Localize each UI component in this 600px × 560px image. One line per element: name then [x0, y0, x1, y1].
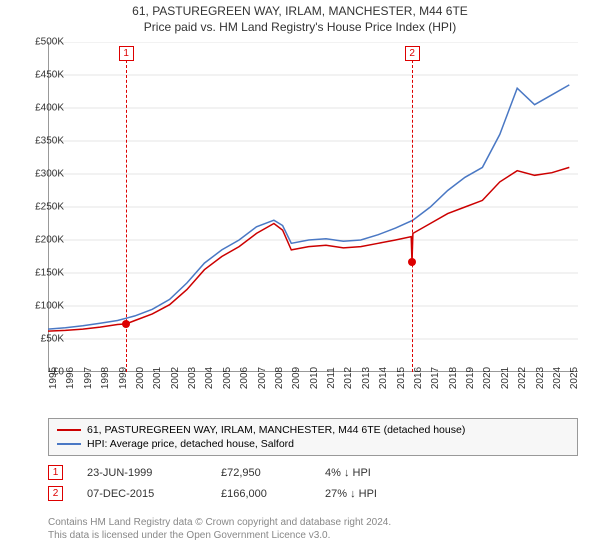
- sale-date: 07-DEC-2015: [87, 488, 197, 500]
- x-tick-label: 2003: [187, 367, 198, 389]
- x-tick-label: 1998: [100, 367, 111, 389]
- x-tick-label: 2021: [500, 367, 511, 389]
- x-tick-label: 1999: [118, 367, 129, 389]
- x-tick-label: 2016: [413, 367, 424, 389]
- x-tick-label: 2012: [343, 367, 354, 389]
- x-tick-label: 2022: [517, 367, 528, 389]
- sale-badge: 1: [48, 465, 63, 480]
- chart-container: 61, PASTUREGREEN WAY, IRLAM, MANCHESTER,…: [0, 0, 600, 560]
- y-tick-label: £250K: [20, 202, 64, 213]
- y-tick-label: £150K: [20, 268, 64, 279]
- marker-line: [412, 60, 413, 372]
- x-tick-label: 2013: [361, 367, 372, 389]
- legend-item: HPI: Average price, detached house, Salf…: [57, 437, 569, 451]
- x-tick-label: 1995: [48, 367, 59, 389]
- x-tick-label: 2005: [222, 367, 233, 389]
- legend-label: 61, PASTUREGREEN WAY, IRLAM, MANCHESTER,…: [87, 424, 465, 436]
- sale-pct: 4% ↓ HPI: [325, 467, 435, 479]
- x-tick-label: 1996: [65, 367, 76, 389]
- x-tick-label: 2017: [430, 367, 441, 389]
- y-tick-label: £500K: [20, 37, 64, 48]
- sale-dot: [122, 320, 130, 328]
- y-tick-label: £300K: [20, 169, 64, 180]
- x-tick-label: 1997: [83, 367, 94, 389]
- x-tick-label: 2002: [170, 367, 181, 389]
- sale-price: £72,950: [221, 467, 301, 479]
- sale-price: £166,000: [221, 488, 301, 500]
- sale-badge: 2: [48, 486, 63, 501]
- marker-box: 1: [119, 46, 134, 61]
- x-tick-label: 2020: [482, 367, 493, 389]
- x-tick-label: 2014: [378, 367, 389, 389]
- chart-subtitle: Price paid vs. HM Land Registry's House …: [0, 18, 600, 34]
- y-tick-label: £450K: [20, 70, 64, 81]
- y-tick-label: £400K: [20, 103, 64, 114]
- legend: 61, PASTUREGREEN WAY, IRLAM, MANCHESTER,…: [48, 418, 578, 456]
- x-tick-label: 2006: [239, 367, 250, 389]
- footer: Contains HM Land Registry data © Crown c…: [48, 516, 391, 542]
- y-tick-label: £200K: [20, 235, 64, 246]
- x-tick-label: 2007: [257, 367, 268, 389]
- y-tick-label: £100K: [20, 301, 64, 312]
- x-tick-label: 2024: [552, 367, 563, 389]
- sale-row: 2 07-DEC-2015 £166,000 27% ↓ HPI: [48, 483, 578, 504]
- x-tick-label: 2001: [152, 367, 163, 389]
- x-tick-label: 2009: [291, 367, 302, 389]
- sale-row: 1 23-JUN-1999 £72,950 4% ↓ HPI: [48, 462, 578, 483]
- x-tick-label: 2018: [448, 367, 459, 389]
- sales-table: 1 23-JUN-1999 £72,950 4% ↓ HPI 2 07-DEC-…: [48, 462, 578, 504]
- legend-swatch: [57, 443, 81, 445]
- footer-line: This data is licensed under the Open Gov…: [48, 529, 391, 542]
- x-tick-label: 2008: [274, 367, 285, 389]
- x-tick-label: 2010: [309, 367, 320, 389]
- y-tick-label: £350K: [20, 136, 64, 147]
- chart-title: 61, PASTUREGREEN WAY, IRLAM, MANCHESTER,…: [0, 0, 600, 18]
- x-tick-label: 2025: [569, 367, 580, 389]
- x-tick-label: 2019: [465, 367, 476, 389]
- footer-line: Contains HM Land Registry data © Crown c…: [48, 516, 391, 529]
- x-tick-label: 2004: [204, 367, 215, 389]
- legend-item: 61, PASTUREGREEN WAY, IRLAM, MANCHESTER,…: [57, 423, 569, 437]
- legend-swatch: [57, 429, 81, 431]
- x-tick-label: 2000: [135, 367, 146, 389]
- marker-box: 2: [405, 46, 420, 61]
- sale-dot: [408, 258, 416, 266]
- sale-date: 23-JUN-1999: [87, 467, 197, 479]
- legend-label: HPI: Average price, detached house, Salf…: [87, 438, 294, 450]
- x-tick-label: 2015: [396, 367, 407, 389]
- x-tick-label: 2011: [326, 367, 337, 389]
- x-tick-label: 2023: [535, 367, 546, 389]
- sale-pct: 27% ↓ HPI: [325, 488, 435, 500]
- y-tick-label: £50K: [20, 334, 64, 345]
